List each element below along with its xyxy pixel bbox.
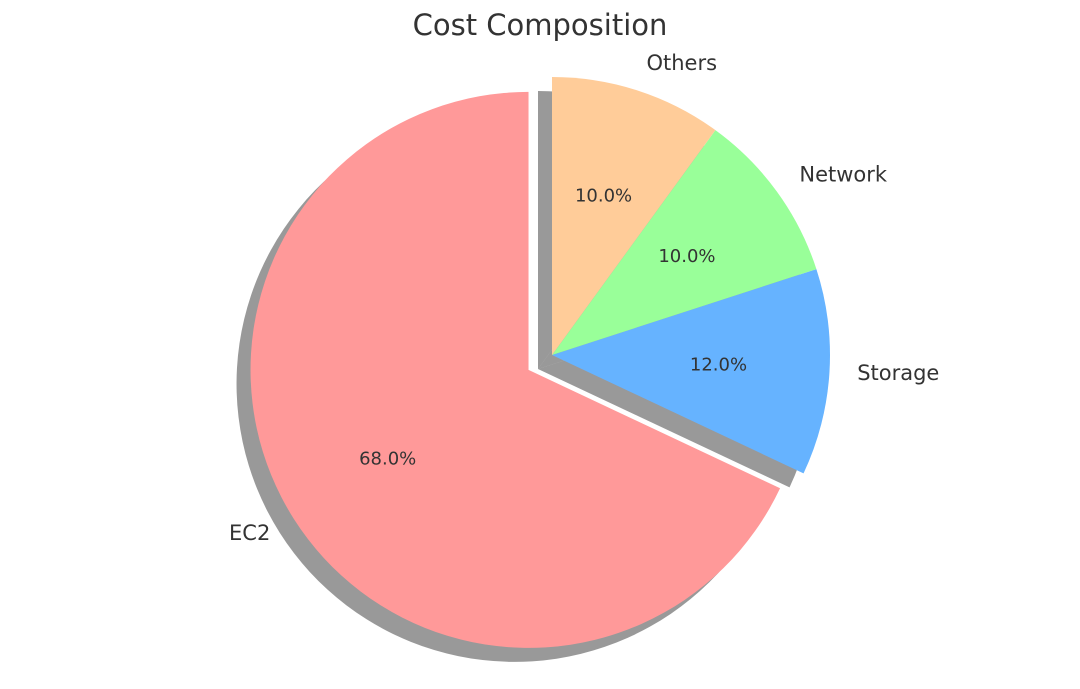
- label-layer: EC2 68.0% Storage 12.0% Network 10.0% Others 10…: [229, 51, 939, 545]
- wedge: [552, 77, 716, 355]
- percent-label: 68.0%: [359, 448, 416, 469]
- wedge-label: Storage: [857, 361, 939, 385]
- chart-title: Cost Composition: [413, 8, 668, 42]
- percent-label: 10.0%: [658, 246, 715, 267]
- wedge-label: Others: [646, 51, 717, 75]
- wedge-label: EC2: [229, 521, 270, 545]
- wedge: [552, 269, 830, 474]
- wedge: [552, 130, 817, 355]
- percent-label: 12.0%: [690, 354, 747, 375]
- percent-label: 10.0%: [575, 185, 632, 206]
- wedge-layer: [250, 77, 830, 648]
- wedge-label: Network: [799, 162, 888, 186]
- wedge: [250, 91, 781, 648]
